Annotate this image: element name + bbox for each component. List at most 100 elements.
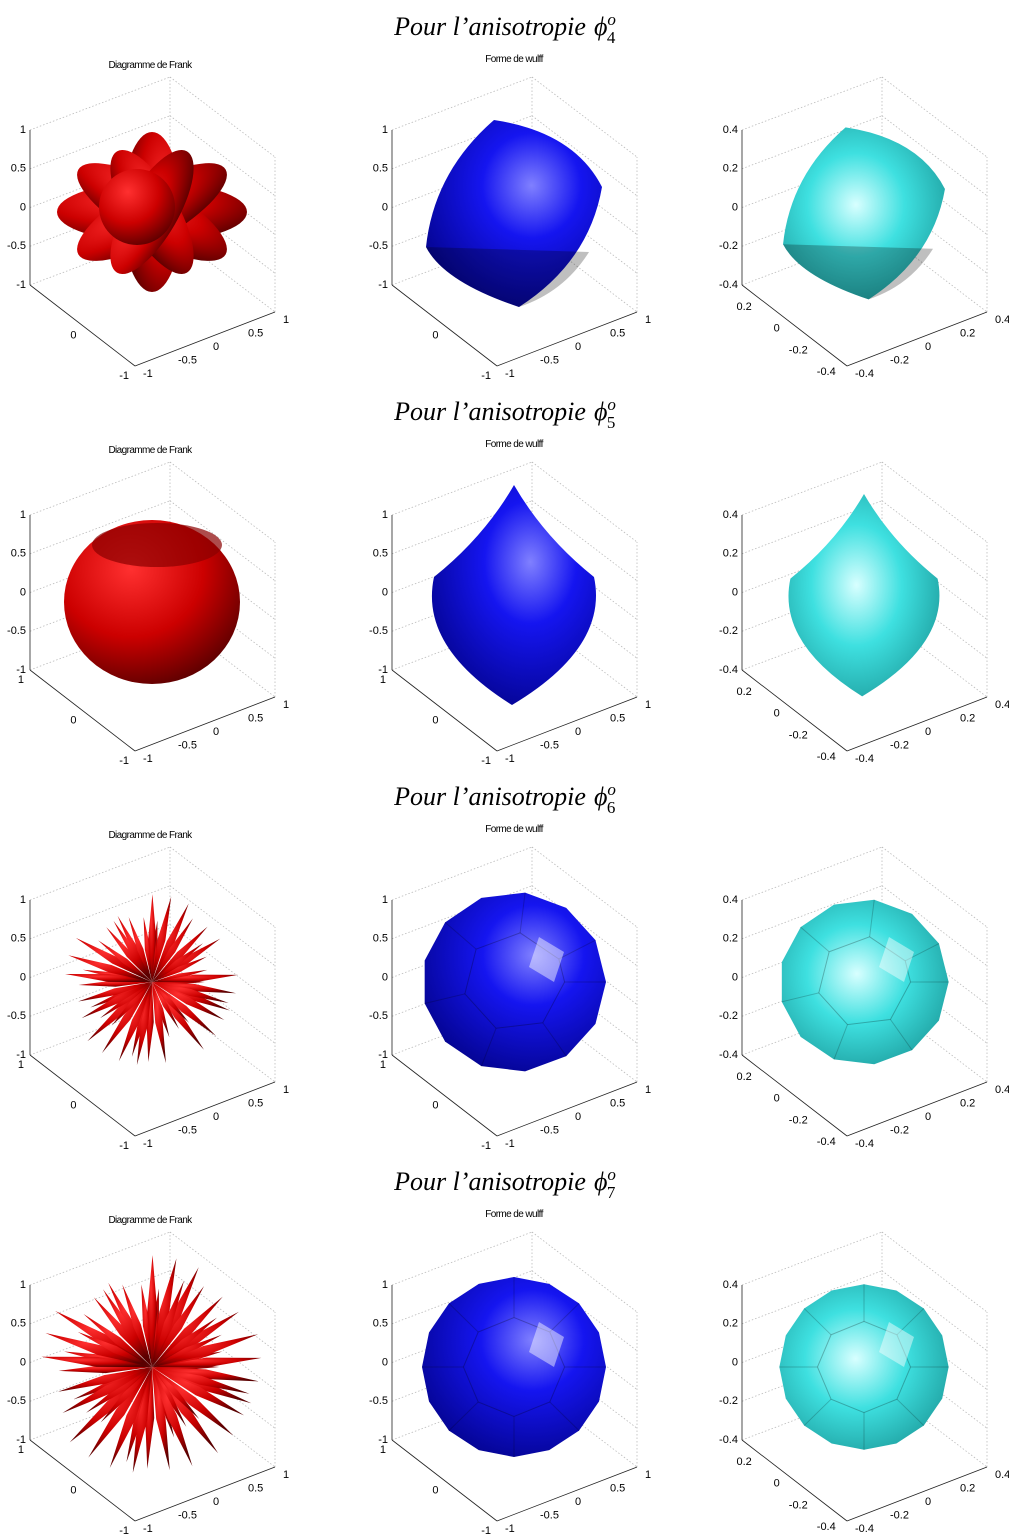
grid-line <box>881 500 988 582</box>
box-edge <box>169 1231 276 1313</box>
surface-spike <box>78 982 152 1002</box>
y-tick-label: -0.2 <box>890 739 909 751</box>
y-tick-label: 0.5 <box>248 712 263 724</box>
surface-facet <box>542 1022 567 1057</box>
y-tick-label: 0.5 <box>248 327 263 339</box>
surface-spike <box>152 1334 222 1367</box>
y-tick-label: -0.5 <box>540 739 559 751</box>
surface-facet <box>558 939 596 960</box>
grid-line <box>741 1270 883 1325</box>
y-tick-label: 0 <box>575 341 581 353</box>
surface-spike <box>152 982 229 1003</box>
surface-spike <box>57 1367 152 1392</box>
z-tick-label: 0 <box>20 586 26 598</box>
x-tick-label: -0.4 <box>817 1521 836 1533</box>
y-tick-label: -0.4 <box>855 1138 874 1150</box>
z-tick-label: 0.5 <box>373 163 388 175</box>
z-tick-label: 0 <box>732 201 738 213</box>
x-axis <box>391 1054 498 1137</box>
heading-text: Pour l’anisotropie <box>393 12 586 41</box>
z-tick-label: -0.2 <box>719 240 738 252</box>
grid-line <box>391 115 533 170</box>
heading-superscript: o <box>607 395 616 414</box>
surface-spike <box>152 896 172 982</box>
y-tick-label: 0.2 <box>960 1482 975 1494</box>
grid-line <box>169 924 276 1005</box>
y-tick-label: 0 <box>213 341 219 353</box>
x-tick-label: 0 <box>774 1478 780 1490</box>
surface-spike <box>152 918 193 982</box>
z-tick-label: 1 <box>20 894 26 906</box>
x-tick-label: -1 <box>119 370 129 382</box>
x-tick-label: -1 <box>481 755 491 767</box>
surface-facet <box>816 1320 912 1414</box>
surface <box>422 1277 606 1457</box>
surface-spike <box>148 894 157 982</box>
z-tick-label: 1 <box>20 1279 26 1291</box>
z-tick-label: 0.4 <box>723 509 738 521</box>
surface-spike <box>152 969 208 982</box>
surface-spike <box>152 1258 177 1367</box>
x-tick-label: 0 <box>432 1099 438 1111</box>
surface-spike <box>152 982 179 1030</box>
surface-spike <box>147 1255 158 1367</box>
y-tick-label: -0.5 <box>178 354 197 366</box>
x-axis <box>391 284 498 367</box>
box-edge <box>29 76 171 131</box>
y-tick-label: -0.4 <box>855 1523 874 1534</box>
surface-highlight <box>879 937 914 982</box>
section-heading: Pour l’anisotropie ϕo 5 <box>393 395 616 432</box>
surface-spike <box>152 1334 259 1367</box>
x-tick-label: 0 <box>432 1484 438 1496</box>
x-axis <box>741 1054 848 1137</box>
heading-symbol: ϕ <box>594 782 607 811</box>
surface-spike <box>100 982 152 1019</box>
x-tick-label: 1 <box>18 1059 24 1071</box>
box-edge <box>741 1231 883 1286</box>
surface <box>779 1284 949 1450</box>
surface-spike <box>81 982 152 1019</box>
z-tick-label: 0.5 <box>373 1318 388 1330</box>
y-tick-label: -1 <box>143 368 153 380</box>
box-edge <box>531 76 638 158</box>
x-tick-label: 0 <box>70 329 76 341</box>
z-tick-label: -0.5 <box>7 240 26 252</box>
y-tick-label: 0 <box>925 726 931 738</box>
x-axis <box>391 1439 498 1522</box>
surface-spike <box>106 927 152 982</box>
x-tick-label: 0.2 <box>736 1071 751 1083</box>
z-tick-label: 0.5 <box>11 1318 26 1330</box>
box-edge <box>29 461 171 516</box>
x-axis <box>741 1439 848 1522</box>
y-tick-label: 0.5 <box>610 1097 625 1109</box>
z-tick-label: -0.5 <box>7 625 26 637</box>
surface-highlight <box>879 1322 914 1367</box>
y-tick-label: -0.4 <box>855 368 874 380</box>
surface-spike <box>88 1367 152 1458</box>
x-tick-label: 1 <box>18 674 24 686</box>
grid-line <box>881 1270 988 1352</box>
z-tick-label: 0 <box>20 971 26 983</box>
z-tick-label: -0.2 <box>719 1395 738 1407</box>
z-tick-label: -0.2 <box>719 625 738 637</box>
y-tick-label: -0.4 <box>855 753 874 765</box>
x-tick-label: 0.2 <box>736 686 751 698</box>
surface-spike <box>143 917 152 982</box>
y-tick-label: -0.5 <box>540 1509 559 1521</box>
surface-spike <box>152 982 217 1036</box>
surface-spike <box>152 1367 170 1471</box>
heading-symbol: ϕ <box>594 12 607 41</box>
surface-face <box>426 247 589 307</box>
surface-spike <box>152 1317 217 1367</box>
x-tick-label: 0 <box>432 714 438 726</box>
surface-spike <box>45 1333 153 1367</box>
y-axis <box>846 1466 988 1522</box>
x-tick-label: -1 <box>119 755 129 767</box>
z-tick-label: 0 <box>20 201 26 213</box>
y-tick-label: 1 <box>283 699 289 711</box>
grid-line <box>169 885 276 967</box>
surface-spike <box>41 1356 152 1367</box>
grid-line <box>29 500 171 555</box>
x-tick-label: -1 <box>481 370 491 382</box>
grid-line <box>531 500 638 582</box>
